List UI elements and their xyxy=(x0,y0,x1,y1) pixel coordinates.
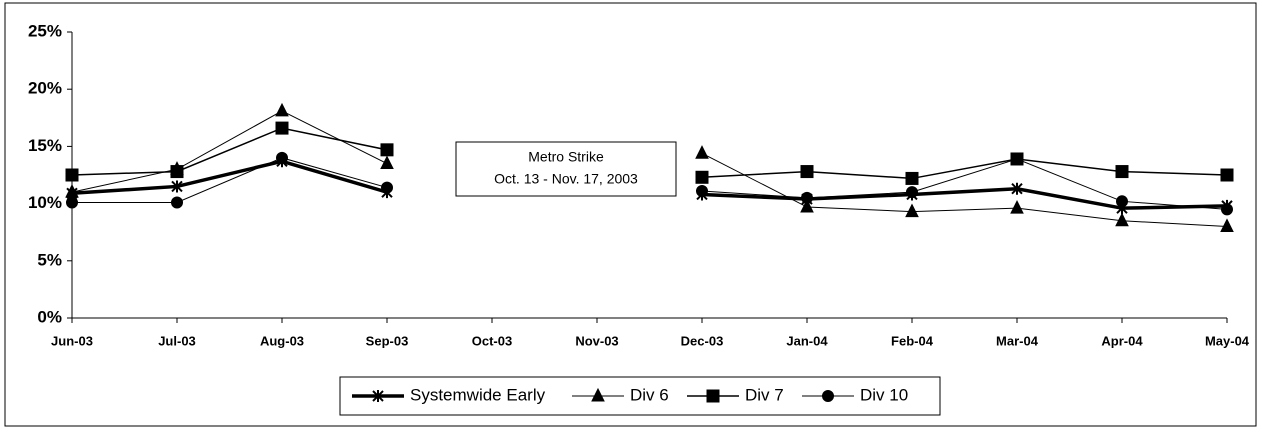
data-point xyxy=(695,170,709,184)
data-point xyxy=(275,121,289,135)
data-point xyxy=(66,196,78,209)
data-point xyxy=(170,165,184,179)
data-point xyxy=(171,180,183,193)
y-tick-label: 5% xyxy=(37,250,62,269)
x-tick-label: Apr-04 xyxy=(1101,333,1143,348)
series-line xyxy=(71,110,1228,227)
legend-label: Systemwide Early xyxy=(410,385,546,404)
data-point xyxy=(171,196,183,209)
x-tick-label: Jun-03 xyxy=(51,333,93,348)
data-point xyxy=(1115,165,1129,179)
data-point xyxy=(800,165,814,179)
data-point xyxy=(905,171,919,185)
legend-label: Div 7 xyxy=(745,385,784,404)
legend-marker xyxy=(591,387,605,402)
x-tick-label: Aug-03 xyxy=(260,333,304,348)
x-tick-label: Jul-03 xyxy=(158,333,196,348)
series-line xyxy=(71,127,1228,180)
legend-label: Div 6 xyxy=(630,385,669,404)
x-tick-label: Nov-03 xyxy=(575,333,618,348)
data-point xyxy=(380,143,394,157)
data-point xyxy=(275,102,289,117)
x-tick-label: May-04 xyxy=(1205,333,1250,348)
data-point xyxy=(1011,182,1023,195)
data-point xyxy=(1115,212,1129,227)
y-tick-label: 0% xyxy=(37,307,62,326)
data-point xyxy=(1220,168,1234,182)
data-point xyxy=(381,181,393,194)
data-point xyxy=(1011,152,1023,165)
y-tick-label: 25% xyxy=(28,21,62,40)
x-tick-label: Jan-04 xyxy=(786,333,828,348)
data-point xyxy=(905,203,919,218)
annotation: Oct. 13 - Nov. 17, 2003 xyxy=(494,171,638,187)
data-point xyxy=(800,198,814,213)
y-tick-label: 20% xyxy=(28,79,62,98)
data-point xyxy=(801,191,813,204)
annotation: Metro Strike xyxy=(528,149,604,165)
data-point xyxy=(1116,195,1128,208)
y-tick-label: 10% xyxy=(28,193,62,212)
data-point xyxy=(380,155,394,170)
data-point xyxy=(276,151,288,164)
x-tick-label: Dec-03 xyxy=(681,333,724,348)
y-tick-label: 15% xyxy=(28,136,62,155)
legend-label: Div 10 xyxy=(860,385,908,404)
data-point xyxy=(1220,218,1234,232)
data-point xyxy=(65,168,79,182)
legend-marker xyxy=(372,390,384,402)
data-point xyxy=(906,186,918,199)
x-tick-label: Mar-04 xyxy=(996,333,1039,348)
data-point xyxy=(696,185,708,198)
x-tick-label: Sep-03 xyxy=(366,333,409,348)
data-point xyxy=(1010,200,1024,214)
series-line xyxy=(72,157,1228,210)
data-point xyxy=(1221,203,1233,216)
annotation-box xyxy=(455,141,677,197)
data-point xyxy=(695,145,709,159)
x-tick-label: Feb-04 xyxy=(891,333,934,348)
chart-border xyxy=(4,2,1257,427)
legend-marker xyxy=(822,390,834,402)
x-tick-label: Oct-03 xyxy=(472,333,512,348)
legend-marker xyxy=(706,389,720,403)
